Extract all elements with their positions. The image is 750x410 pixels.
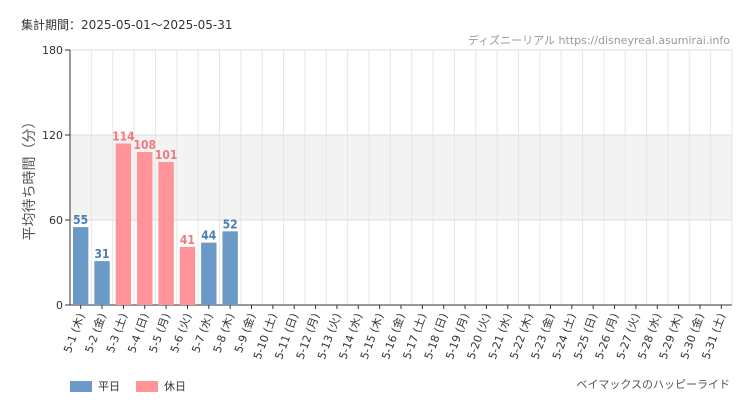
legend-swatch-weekday <box>70 380 92 392</box>
y-tick-label: 60 <box>49 214 63 227</box>
y-tick-label: 0 <box>56 299 63 312</box>
bar <box>137 152 153 305</box>
data-label: 55 <box>73 213 88 227</box>
bar <box>115 143 132 305</box>
data-label: 41 <box>180 233 195 247</box>
source-credit: ディズニーリアル https://disneyreal.asumirai.inf… <box>467 34 730 47</box>
legend-label-weekday: 平日 <box>98 380 120 393</box>
legend-item-weekday: 平日 <box>70 378 120 394</box>
data-label: 108 <box>133 138 156 152</box>
data-label: 114 <box>112 130 135 144</box>
legend-label-holiday: 休日 <box>164 380 186 393</box>
data-label: 44 <box>201 229 217 243</box>
y-tick-label: 180 <box>42 44 63 57</box>
bar <box>201 242 217 305</box>
attraction-name: ベイマックスのハッピーライド <box>576 378 730 391</box>
bar <box>158 161 174 305</box>
data-label: 31 <box>95 247 110 261</box>
bar <box>179 246 196 305</box>
legend-swatch-holiday <box>136 380 158 392</box>
bar <box>222 231 238 305</box>
shaded-band <box>70 135 732 220</box>
data-label: 101 <box>155 148 178 162</box>
collection-period: 集計期間：2025-05-01～2025-05-31 <box>21 18 233 32</box>
data-label: 52 <box>223 217 238 231</box>
y-tick-label: 120 <box>42 129 63 142</box>
y-axis-title: 平均待ち時間（分） <box>22 115 38 241</box>
legend-item-holiday: 休日 <box>136 378 186 394</box>
bar <box>94 261 110 305</box>
legend: 平日 休日 <box>70 378 202 394</box>
bar <box>72 227 89 305</box>
